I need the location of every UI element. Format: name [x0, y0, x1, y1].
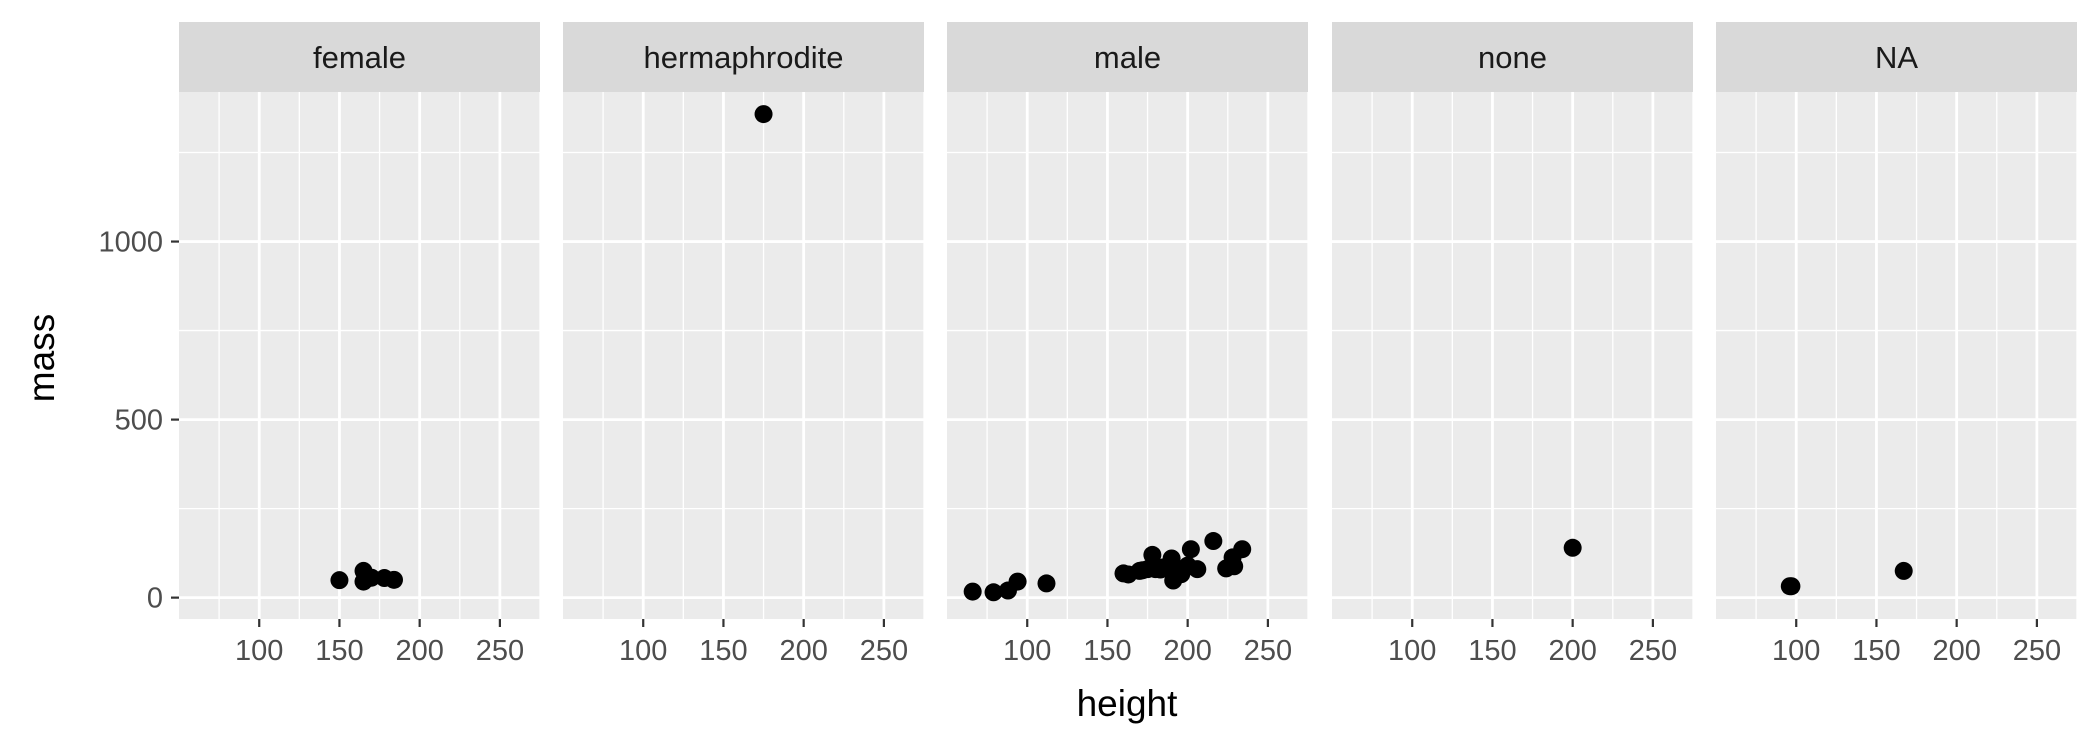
- x-axis-title: height: [1077, 683, 1179, 724]
- x-tick-label: 150: [315, 635, 363, 667]
- data-point: [1894, 561, 1913, 580]
- data-point: [384, 570, 403, 589]
- x-tick-label: 100: [619, 635, 667, 667]
- facet-panel-female: female 100 150 200 250: [179, 22, 541, 667]
- x-tick-label: 100: [1003, 635, 1051, 667]
- y-axis: 0 500 1000: [98, 227, 179, 615]
- data-point: [1188, 560, 1207, 579]
- data-point: [984, 583, 1003, 602]
- x-tick-label: 250: [1629, 635, 1677, 667]
- x-tick-label: 150: [699, 635, 747, 667]
- facet-strip-label: male: [1094, 40, 1161, 75]
- x-tick-label: 250: [1244, 635, 1292, 667]
- facet-panel-hermaphrodite: hermaphrodite 100 150 200 250: [563, 22, 925, 667]
- facet-strip: [1716, 22, 2077, 92]
- x-tick-label: 200: [1932, 635, 1980, 667]
- x-tick-label: 250: [476, 635, 524, 667]
- data-point: [1008, 572, 1027, 591]
- facet-strip: [179, 22, 540, 92]
- facet-panel-na: NA 100 150 200 250: [1716, 22, 2078, 667]
- y-axis-title: mass: [21, 314, 62, 402]
- data-point: [1143, 545, 1162, 564]
- panel-background: [1716, 92, 2077, 619]
- facet-strip-label: hermaphrodite: [644, 40, 844, 75]
- data-point: [1204, 532, 1223, 551]
- panel-background: [563, 92, 924, 619]
- facet-strip: [563, 22, 924, 92]
- data-point: [1233, 540, 1252, 559]
- panel-background: [947, 92, 1308, 619]
- x-tick-label: 150: [1083, 635, 1131, 667]
- x-tick-label: 200: [1163, 635, 1211, 667]
- x-tick-label: 200: [779, 635, 827, 667]
- data-point: [1782, 577, 1801, 596]
- panel-background: [1332, 92, 1693, 619]
- x-tick-label: 250: [860, 635, 908, 667]
- data-point: [1563, 538, 1582, 557]
- x-tick-label: 100: [1772, 635, 1820, 667]
- data-point: [356, 570, 375, 589]
- facet-strip-label: female: [313, 40, 406, 75]
- data-point: [1037, 574, 1056, 593]
- facet-strip-label: none: [1478, 40, 1547, 75]
- data-point: [330, 571, 349, 590]
- x-tick-label: 150: [1468, 635, 1516, 667]
- x-tick-label: 100: [1388, 635, 1436, 667]
- data-point: [1225, 557, 1244, 576]
- panels-layer: female 100 150 200 250 hermaphrodite 100 150 200…: [179, 22, 2078, 667]
- x-tick-label: 200: [1548, 635, 1596, 667]
- facet-panel-male: male 100 150 200 250: [947, 22, 1309, 667]
- y-tick-label: 0: [147, 583, 163, 615]
- x-tick-label: 200: [395, 635, 443, 667]
- data-point: [754, 105, 773, 124]
- facet-strip-label: NA: [1875, 40, 1918, 75]
- data-point: [1181, 540, 1200, 559]
- facet-strip: [1332, 22, 1693, 92]
- panel-background: [179, 92, 540, 619]
- facet-panel-none: none 100 150 200 250: [1332, 22, 1694, 667]
- y-tick-label: 500: [115, 405, 163, 437]
- facet-strip: [947, 22, 1308, 92]
- y-tick-label: 1000: [98, 227, 163, 259]
- x-tick-label: 100: [235, 635, 283, 667]
- x-tick-label: 250: [2013, 635, 2061, 667]
- data-point: [963, 582, 982, 601]
- x-tick-label: 150: [1852, 635, 1900, 667]
